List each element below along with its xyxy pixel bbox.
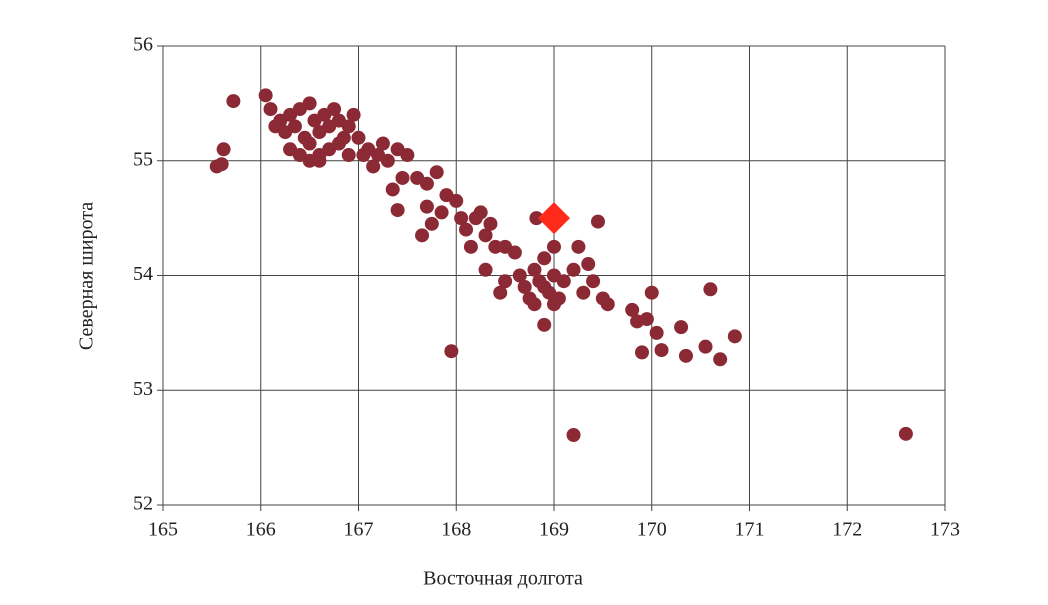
scatter-point bbox=[390, 203, 405, 218]
scatter-point bbox=[429, 165, 444, 180]
scatter-point bbox=[375, 136, 390, 151]
scatter-point bbox=[302, 136, 317, 151]
scatter-point bbox=[527, 297, 542, 312]
scatter-point bbox=[258, 88, 273, 103]
scatter-point bbox=[424, 216, 439, 231]
scatter-point bbox=[727, 329, 742, 344]
x-tick-label: 172 bbox=[832, 519, 862, 541]
scatter-point bbox=[586, 274, 601, 289]
scatter-point bbox=[459, 222, 474, 237]
scatter-point bbox=[366, 159, 381, 174]
scatter-point bbox=[898, 426, 913, 441]
y-tick-label: 56 bbox=[133, 34, 153, 56]
scatter-point bbox=[478, 262, 493, 277]
x-tick-label: 170 bbox=[637, 519, 667, 541]
scatter-point bbox=[498, 274, 513, 289]
scatter-point bbox=[537, 279, 552, 294]
scatter-point bbox=[517, 279, 532, 294]
y-tick-label: 53 bbox=[133, 378, 153, 400]
scatter-point bbox=[226, 94, 241, 109]
scatter-point bbox=[419, 176, 434, 191]
x-tick-label: 169 bbox=[539, 519, 569, 541]
scatter-point bbox=[678, 348, 693, 363]
scatter-point bbox=[698, 339, 713, 354]
scatter-point bbox=[312, 148, 327, 163]
scatter-point bbox=[478, 228, 493, 243]
y-axis-label: Северная широта bbox=[76, 202, 98, 350]
scatter-point bbox=[527, 262, 542, 277]
scatter-point bbox=[488, 239, 503, 254]
scatter-point bbox=[454, 211, 469, 226]
scatter-point bbox=[512, 268, 527, 283]
scatter-point bbox=[654, 343, 669, 358]
scatter-point bbox=[341, 119, 356, 134]
scatter-point bbox=[331, 136, 346, 151]
scatter-point bbox=[547, 239, 561, 254]
scatter-point bbox=[576, 285, 591, 300]
scatter-point bbox=[639, 312, 654, 327]
scatter-point bbox=[537, 317, 552, 332]
scatter-point bbox=[463, 239, 478, 254]
scatter-point bbox=[556, 274, 571, 289]
scatter-point bbox=[385, 182, 400, 197]
scatter-point bbox=[547, 297, 561, 312]
scatter-point bbox=[566, 262, 581, 277]
y-tick-label: 52 bbox=[133, 493, 153, 515]
scatter-point bbox=[644, 285, 659, 300]
scatter-point bbox=[302, 96, 317, 111]
scatter-point bbox=[600, 297, 615, 312]
scatter-point bbox=[395, 170, 410, 185]
scatter-point bbox=[529, 211, 544, 226]
x-tick-label: 165 bbox=[148, 519, 178, 541]
scatter-point bbox=[216, 142, 231, 157]
scatter-point bbox=[434, 205, 449, 220]
scatter-point bbox=[415, 228, 430, 243]
scatter-point bbox=[356, 148, 371, 163]
scatter-point bbox=[483, 216, 498, 231]
scatter-point bbox=[351, 130, 366, 145]
y-tick-label: 55 bbox=[133, 148, 153, 170]
x-tick-label: 167 bbox=[344, 519, 374, 541]
scatter-point bbox=[341, 148, 356, 163]
scatter-point bbox=[634, 345, 649, 360]
scatter-point bbox=[263, 102, 278, 117]
x-axis-label: Восточная долгота bbox=[423, 568, 583, 590]
scatter-point bbox=[449, 193, 464, 208]
scatter-point bbox=[537, 251, 552, 266]
scatter-point bbox=[380, 153, 395, 168]
scatter-point bbox=[400, 148, 415, 163]
scatter-point bbox=[590, 214, 605, 229]
x-tick-label: 166 bbox=[246, 519, 276, 541]
scatter-point bbox=[649, 325, 664, 340]
scatter-point bbox=[209, 159, 224, 174]
scatter-point bbox=[703, 282, 718, 297]
x-tick-label: 173 bbox=[930, 519, 960, 541]
scatter-point bbox=[581, 257, 596, 272]
x-tick-label: 171 bbox=[735, 519, 765, 541]
scatter-point bbox=[327, 102, 342, 117]
diamond-point bbox=[538, 202, 570, 235]
y-tick-label: 54 bbox=[133, 263, 153, 285]
scatter-point bbox=[674, 320, 689, 335]
scatter-point bbox=[473, 205, 488, 220]
scatter-point bbox=[625, 302, 640, 317]
scatter-point bbox=[713, 352, 728, 367]
x-tick-label: 168 bbox=[441, 519, 471, 541]
scatter-point bbox=[566, 428, 581, 443]
scatter-point bbox=[493, 285, 508, 300]
scatter-point bbox=[287, 119, 302, 134]
scatter-point bbox=[571, 239, 586, 254]
scatter-point bbox=[346, 107, 361, 122]
scatter-point bbox=[419, 199, 434, 214]
scatter-point bbox=[507, 245, 522, 260]
scatter-point bbox=[444, 344, 459, 359]
